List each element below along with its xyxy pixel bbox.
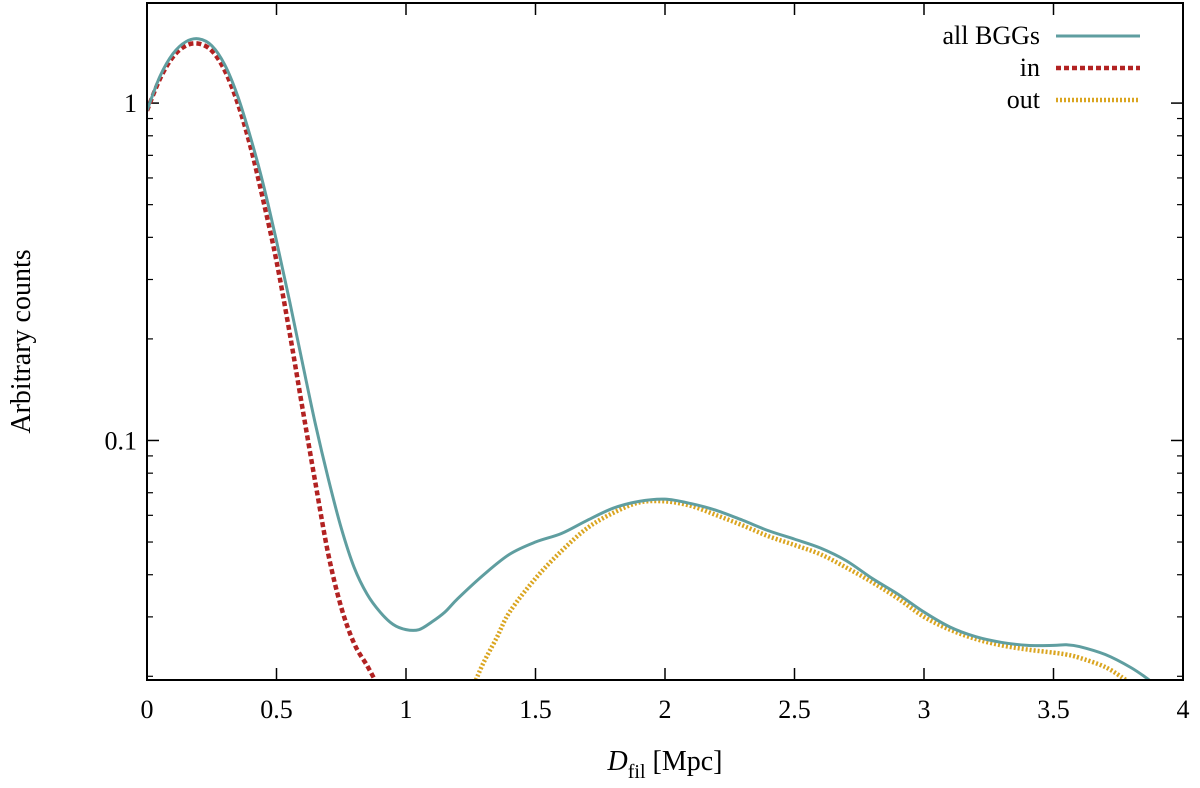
x-tick-group: 0 0.5 1 1.5 2 2.5 3 3.5 4 (141, 3, 1190, 724)
x-axis-label-unit: [Mpc] (646, 746, 723, 777)
y-tick-label: 0.1 (105, 426, 138, 455)
legend-label: in (1020, 53, 1040, 82)
x-tick-label: 1.5 (519, 695, 552, 724)
x-axis-label: Dfil [Mpc] (607, 746, 723, 783)
x-tick-label: 4 (1177, 695, 1190, 724)
x-tick-label: 2.5 (778, 695, 811, 724)
x-axis-label-main: D (607, 746, 628, 777)
x-tick-label: 0.5 (260, 695, 293, 724)
plot-lines (147, 37, 1151, 680)
y-axis-label: Arbitrary counts (6, 249, 37, 433)
x-tick-label: 3 (918, 695, 931, 724)
legend-label: all BGGs (943, 21, 1041, 50)
x-tick-label: 0 (141, 695, 154, 724)
y-tick-label: 1 (124, 89, 137, 118)
series-line-all-bggs (147, 37, 1151, 680)
legend: all BGGs in out (943, 21, 1140, 114)
x-tick-label: 3.5 (1037, 695, 1070, 724)
y-tick-group: 0.11 (105, 89, 1183, 677)
plot-frame (146, 2, 1184, 681)
series-line-out (473, 498, 1128, 680)
x-tick-label: 2 (659, 695, 672, 724)
legend-label: out (1007, 85, 1041, 114)
series-line-in (147, 41, 377, 680)
x-axis-label-sub: fil (628, 761, 646, 783)
x-tick-label: 1 (400, 695, 413, 724)
